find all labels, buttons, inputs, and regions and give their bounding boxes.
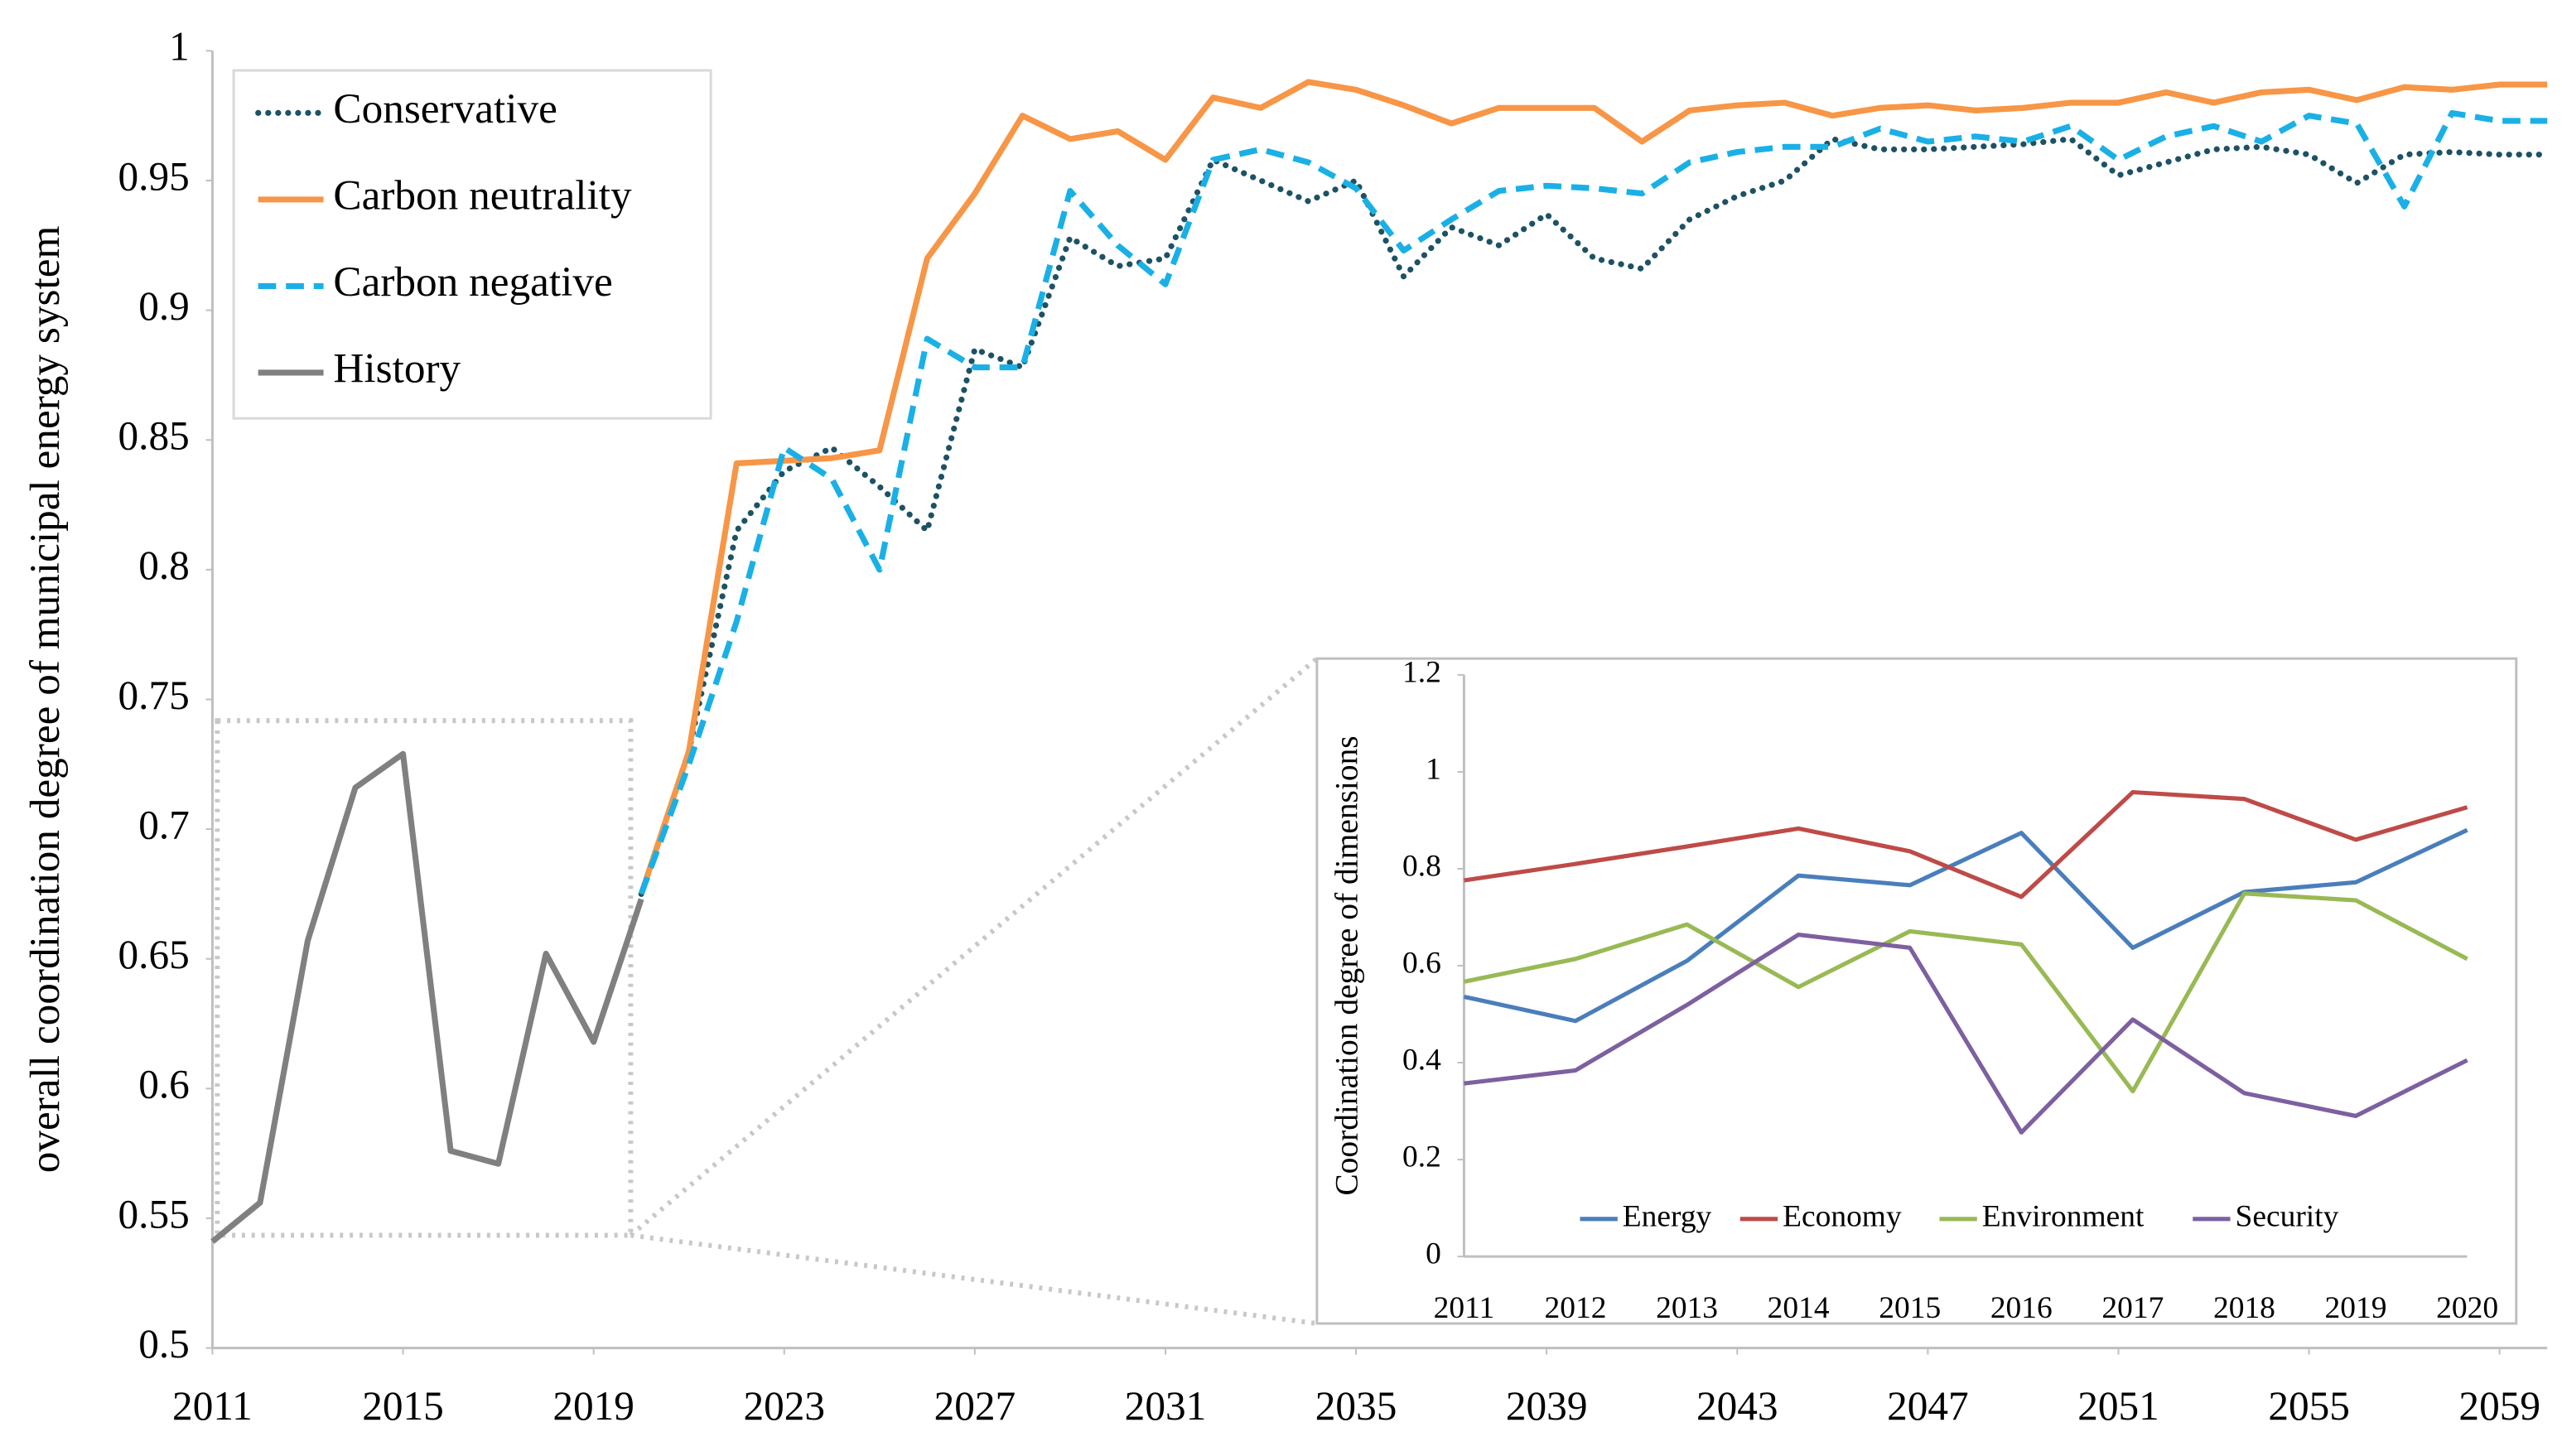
y-tick-label: 0.6 <box>138 1062 190 1107</box>
x-tick-label: 2020 <box>2436 1291 2498 1325</box>
y-tick-label: 0 <box>1426 1237 1441 1271</box>
x-tick-label: 2014 <box>1768 1291 1830 1325</box>
x-tick-label: 2019 <box>552 1383 634 1429</box>
y-tick-label: 0.9 <box>138 283 190 329</box>
y-tick-label: 0.4 <box>1402 1044 1441 1078</box>
x-tick-label: 2039 <box>1506 1383 1588 1429</box>
x-tick-label: 2011 <box>172 1383 253 1429</box>
x-tick-label: 2017 <box>2101 1291 2164 1325</box>
y-tick-label: 1.2 <box>1402 655 1441 689</box>
y-tick-label: 0.8 <box>1402 850 1441 884</box>
legend-label: Energy <box>1623 1199 1712 1233</box>
x-tick-label: 2047 <box>1887 1383 1969 1429</box>
y-tick-label: 0.55 <box>118 1191 190 1237</box>
x-tick-label: 2012 <box>1545 1291 1607 1325</box>
legend-label: Economy <box>1783 1199 1902 1233</box>
inset-frame <box>1315 657 2518 1325</box>
legend-label: Environment <box>1982 1199 2145 1233</box>
y-tick-label: 1 <box>1426 753 1441 787</box>
series-line <box>638 79 2548 895</box>
x-tick-label: 2019 <box>2325 1291 2387 1325</box>
y-tick-label: 0.7 <box>138 802 190 847</box>
y-tick-label: 0.95 <box>118 153 190 199</box>
zoom-guide <box>630 1232 1318 1326</box>
y-axis-label: Coordination degree of dimensions <box>1328 735 1364 1195</box>
y-tick-label: 0.85 <box>118 413 190 459</box>
series-line <box>1463 827 2468 1024</box>
x-tick-label: 2035 <box>1315 1383 1397 1429</box>
x-tick-label: 2011 <box>1434 1291 1495 1325</box>
series-line <box>210 750 644 1244</box>
legend-label: Conservative <box>333 85 557 133</box>
x-tick-label: 2016 <box>1990 1291 2053 1325</box>
y-tick-label: 0.2 <box>1402 1140 1441 1174</box>
zoom-box <box>215 718 634 1238</box>
x-tick-label: 2023 <box>743 1383 825 1429</box>
main-chart: 0.5 0.55 0.6 0.65 0.7 0.75 0.8 0.85 0.9 0.95 1 2011… <box>22 24 2550 1429</box>
y-tick-label: 0.8 <box>138 542 190 588</box>
x-tick-label: 2055 <box>2268 1383 2350 1429</box>
legend-label: Carbon negative <box>333 258 612 306</box>
legend-box <box>232 69 712 420</box>
series-line <box>1464 932 2468 1135</box>
x-tick-label: 2031 <box>1125 1383 1207 1429</box>
x-tick-label: 2059 <box>2458 1383 2540 1429</box>
x-tick-label: 2027 <box>934 1383 1016 1429</box>
x-tick-label: 2013 <box>1656 1291 1718 1325</box>
y-tick-label: 0.75 <box>118 673 190 718</box>
zoom-guide <box>629 656 1319 1237</box>
legend-label: Security <box>2235 1199 2338 1233</box>
legend-label: Carbon neutrality <box>333 172 632 219</box>
series-line <box>638 136 2550 897</box>
series-line <box>1464 789 2468 899</box>
inset-chart: 0 0.2 0.4 0.6 0.8 1 1.2 2011 2012 2013 2014 2015 201… <box>1315 655 2518 1325</box>
series-line <box>1463 891 2468 1094</box>
series-line <box>638 109 2548 895</box>
x-tick-label: 2015 <box>362 1383 444 1429</box>
x-tick-label: 2043 <box>1696 1383 1778 1429</box>
y-axis-label: overall coordination degree of municipal… <box>22 226 69 1174</box>
x-tick-label: 2015 <box>1879 1291 1941 1325</box>
y-tick-label: 0.5 <box>138 1321 190 1367</box>
y-tick-label: 1 <box>169 24 190 70</box>
legend-label: History <box>333 345 461 393</box>
x-tick-label: 2018 <box>2213 1291 2275 1325</box>
y-tick-label: 0.6 <box>1402 947 1441 981</box>
x-tick-label: 2051 <box>2077 1383 2159 1429</box>
y-tick-label: 0.65 <box>118 932 190 977</box>
